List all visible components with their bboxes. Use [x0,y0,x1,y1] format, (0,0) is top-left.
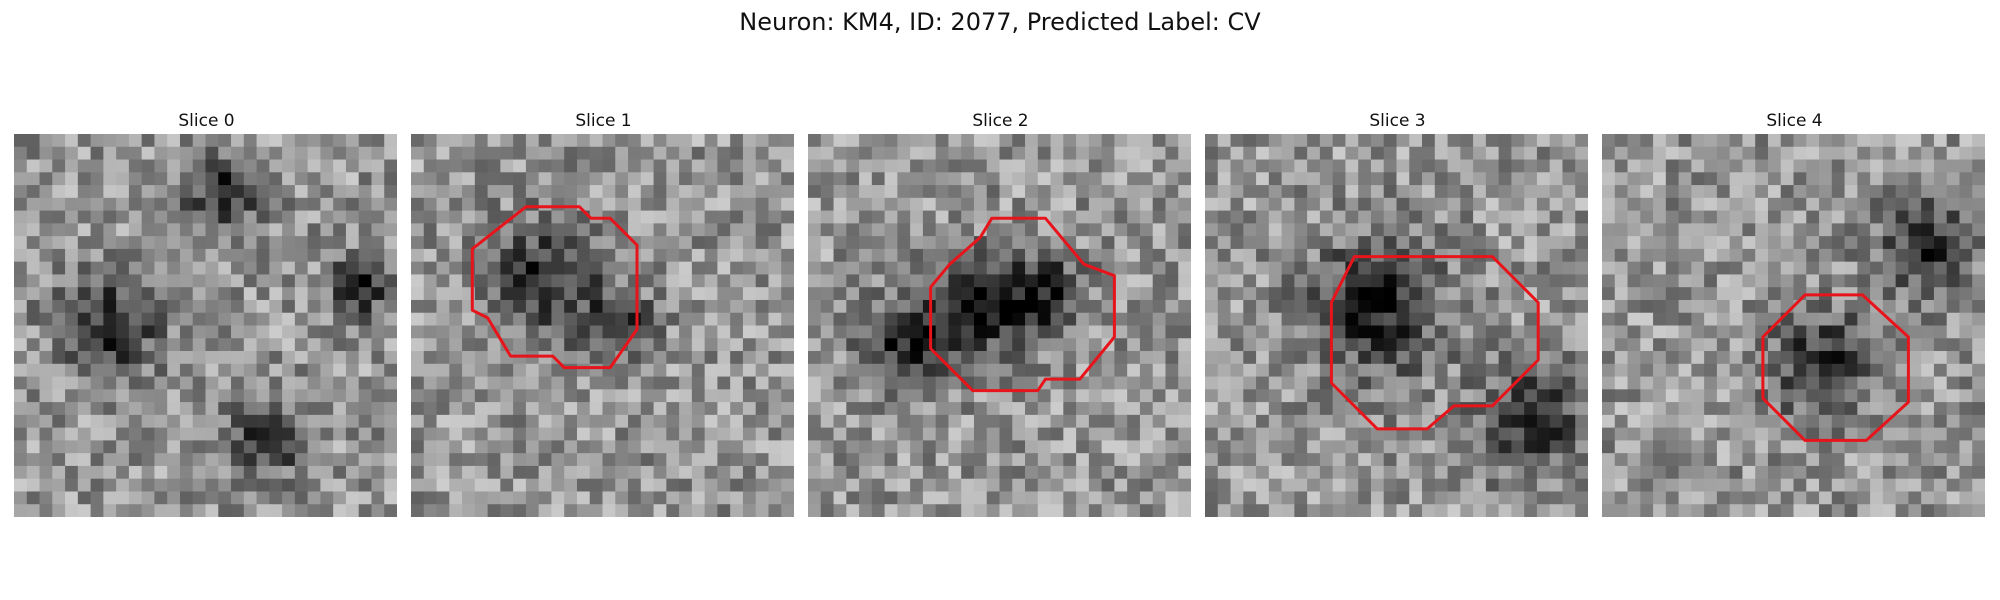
slice-title: Slice 2 [972,111,1029,131]
slice-panel-2: Slice 2 [808,108,1193,517]
slice-title: Slice 1 [575,111,632,131]
roi-outline [1761,293,1910,442]
pixel-grid [14,134,397,517]
slice-panel-3: Slice 3 [1205,108,1590,517]
roi-outline [929,216,1116,393]
slice-image [14,134,397,517]
slice-image [1602,134,1985,517]
slice-title: Slice 0 [178,111,235,131]
slice-panel-4: Slice 4 [1602,108,1987,517]
pixel-grid [808,134,1191,517]
slice-panel-1: Slice 1 [411,108,796,517]
slice-panel-0: Slice 0 [14,108,399,517]
pixel-grid [411,134,794,517]
slice-image [411,134,794,517]
pixel-grid [1602,134,1985,517]
figure-title: Neuron: KM4, ID: 2077, Predicted Label: … [739,8,1261,36]
slice-image [1205,134,1588,517]
roi-outline [470,205,639,370]
slice-title: Slice 4 [1766,111,1823,131]
roi-outline [1329,255,1540,431]
slice-title: Slice 3 [1369,111,1426,131]
pixel-grid [1205,134,1588,517]
slice-image [808,134,1191,517]
